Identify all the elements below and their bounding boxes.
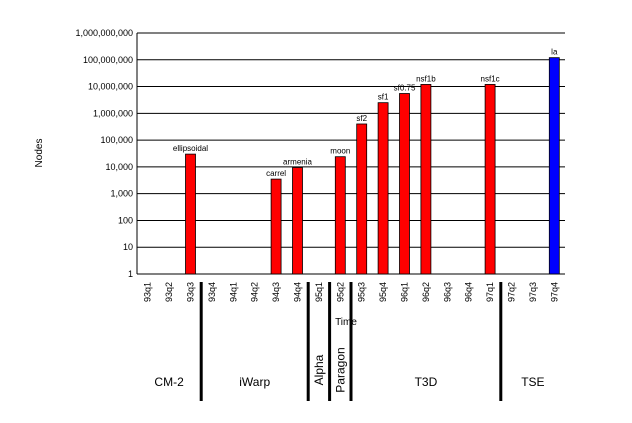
x-tick-label: 93q1 [143,282,153,302]
y-tick-label: 1,000,000,000 [75,28,133,38]
x-axis-label: Time [335,317,357,328]
bar-label: sf2 [356,114,367,123]
y-tick-label: 10,000 [105,162,133,172]
x-tick-label: 95q4 [378,282,388,302]
machine-label: TSE [521,375,544,389]
bar-95q2 [334,156,346,275]
bar-96q2 [420,84,432,275]
x-tick-label: 93q2 [164,282,174,302]
bar-label: ellipsoidal [173,144,208,153]
bar-label: carrel [266,169,286,178]
x-tick-label: 94q1 [228,282,238,302]
bars [185,57,560,275]
bar-94q4 [292,167,303,275]
x-tick-label: 96q1 [400,282,410,302]
bar-label: sf1 [378,93,389,102]
bar-97q1 [484,84,496,275]
y-tick-label: 100,000 [100,135,133,145]
x-tick-label: 95q1 [314,282,324,302]
x-tick-label: 94q2 [250,282,260,302]
bar-97q4 [548,57,560,275]
bar-95q3 [356,123,368,275]
grid-lines [136,32,565,275]
machine-label: iWarp [239,375,270,389]
machine-label: Alpha [312,354,326,385]
x-tick-label: 94q3 [271,282,281,302]
bar-label: moon [330,147,350,156]
bar-95q4 [377,102,389,275]
x-tick-label: 94q4 [293,282,303,302]
bar-93q3 [185,153,196,275]
machine-label: CM-2 [154,375,184,389]
x-tick-label: 95q2 [335,282,345,302]
machine-label: Paragon [333,347,347,392]
y-tick-label: 10 [123,242,133,252]
machine-separators [199,282,503,401]
x-tick-label: 95q3 [357,282,367,302]
x-tick-label: 97q1 [485,282,495,302]
bar-labels: ellipsoidal carrel armenia moon sf2 sf1 sf0.75… [173,48,558,178]
x-tick-label: 97q2 [507,282,517,302]
machine-label: T3D [415,375,438,389]
y-tick-label: 100,000,000 [83,55,133,65]
y-tick-label: 100 [118,215,133,225]
x-tick-label: 96q2 [421,282,431,302]
x-tick-label: 96q4 [464,282,474,302]
x-tick-label: 96q3 [442,282,452,302]
machine-labels: CM-2 iWarp Alpha Paragon T3D TSE [154,347,544,392]
x-tick-label: 97q3 [528,282,538,302]
bar-label: nsf1b [416,74,436,83]
bar-label: la [551,48,558,57]
bar-label: sf0.75 [394,84,416,93]
y-axis-label: Nodes [34,139,45,168]
y-tick-label: 10,000,000 [88,82,133,92]
y-tick-label: 1,000,000 [93,108,133,118]
x-tick-label: 97q4 [549,282,559,302]
bar-label: armenia [283,157,312,166]
bar-label: nsf1c [481,74,500,83]
y-tick-label: 1,000 [110,189,133,199]
bar-94q3 [270,178,282,275]
x-axis-ticks: 93q1 93q2 93q3 93q4 94q1 94q2 94q3 94q4 95q1 95q2… [143,282,560,302]
x-tick-label: 93q4 [207,282,217,302]
y-axis-ticks: 1 10 100 1,000 10,000 100,000 1,000,000 10,000,… [75,28,133,279]
y-tick-label: 1 [128,269,133,279]
x-tick-label: 93q3 [186,282,196,302]
bar-96q1 [399,93,410,275]
